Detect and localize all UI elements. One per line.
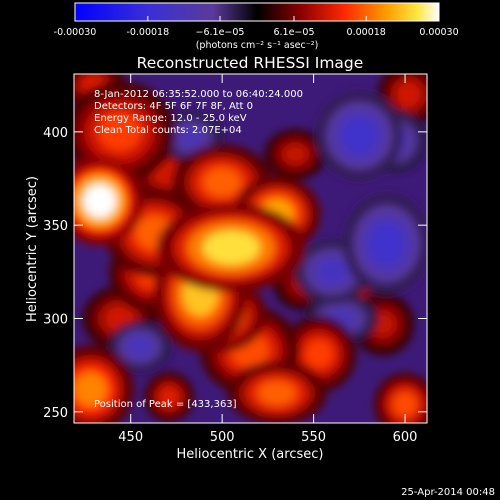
colorbar-tick-label: −6.1e−05 bbox=[196, 27, 245, 38]
x-tick-label: 600 bbox=[393, 430, 418, 445]
colorbar-tick-label: -0.00018 bbox=[126, 27, 169, 38]
axes: 450 500 550 600 250 300 350 400 bbox=[43, 74, 427, 445]
colorbar-unit-label: (photons cm⁻² s⁻¹ asec⁻²) bbox=[196, 40, 319, 51]
colorbar-tick-label: 0.00030 bbox=[419, 27, 458, 38]
peak-position-label: Position of Peak = [433,363] bbox=[94, 399, 237, 410]
annotation-line: 8-Jan-2012 06:35:52.000 to 06:40:24.000 bbox=[94, 89, 303, 100]
intensity-source bbox=[74, 345, 134, 423]
intensity-source bbox=[74, 156, 144, 246]
colorbar-tick-label: -0.00030 bbox=[54, 27, 97, 38]
footer-date: 25-Apr-2014 00:48 bbox=[401, 487, 495, 498]
colorbar-tick-label: 0.00018 bbox=[347, 27, 386, 38]
chart-title: Reconstructed RHESSI Image bbox=[137, 54, 364, 72]
y-tick-label: 250 bbox=[43, 406, 68, 421]
annotation-line: Energy Range: 12.0 - 25.0 keV bbox=[94, 113, 247, 124]
y-axis-label: Heliocentric Y (arcsec) bbox=[25, 176, 40, 322]
x-axis-label: Heliocentric X (arcsec) bbox=[177, 447, 324, 462]
annotation-block: 8-Jan-2012 06:35:52.000 to 06:40:24.000D… bbox=[94, 89, 303, 136]
y-tick-label: 300 bbox=[43, 312, 68, 327]
colorbar-ticks: -0.00030 -0.00018 −6.1e−05 6.1e−05 0.00018 0.… bbox=[54, 16, 459, 38]
intensity-source bbox=[74, 81, 176, 183]
intensity-source bbox=[108, 321, 171, 372]
heatmap-image bbox=[74, 74, 427, 423]
x-tick-label: 500 bbox=[210, 430, 235, 445]
annotation-line: Clean Total counts: 2.07E+04 bbox=[94, 125, 242, 136]
x-tick-label: 450 bbox=[118, 430, 143, 445]
colorbar-tick-label: 6.1e−05 bbox=[273, 27, 314, 38]
intensity-source bbox=[227, 361, 327, 423]
plot-frame bbox=[73, 73, 428, 424]
intensity-source bbox=[264, 128, 327, 180]
intensity-source bbox=[144, 371, 194, 423]
y-tick-label: 400 bbox=[43, 126, 68, 141]
intensity-source bbox=[373, 372, 427, 423]
x-tick-label: 550 bbox=[301, 430, 326, 445]
intensity-source bbox=[156, 203, 306, 292]
intensity-source bbox=[343, 193, 427, 295]
intensity-source bbox=[315, 91, 403, 181]
annotation-line: Detectors: 4F 5F 6F 7F 8F, Att 0 bbox=[94, 101, 253, 112]
colorbar bbox=[74, 2, 440, 22]
y-tick-label: 350 bbox=[43, 219, 68, 234]
